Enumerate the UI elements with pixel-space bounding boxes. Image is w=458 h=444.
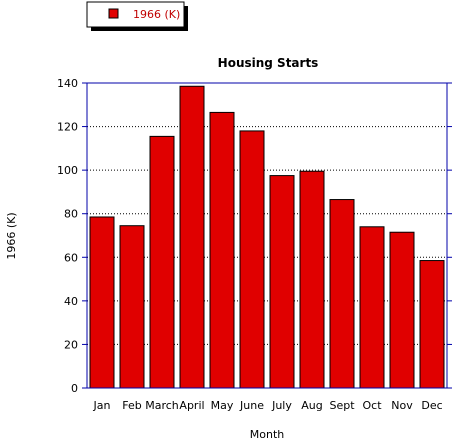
- bars: [89, 85, 445, 389]
- axes: [82, 82, 452, 389]
- bar: [209, 111, 235, 389]
- legend-box: [86, 1, 185, 28]
- x-axis-title: Month: [250, 428, 285, 441]
- x-tick-label: June: [239, 399, 264, 412]
- y-tick-label: 0: [71, 382, 78, 395]
- y-tick-label: 100: [57, 164, 78, 177]
- y-tick-label: 80: [64, 208, 78, 221]
- bar: [329, 199, 355, 389]
- x-tick-label: Jan: [93, 399, 111, 412]
- bar: [299, 170, 325, 389]
- legend: 1966 (K): [86, 1, 188, 31]
- bar: [419, 260, 445, 389]
- x-tick-label: July: [271, 399, 292, 412]
- bar: [89, 216, 115, 389]
- bar: [239, 130, 265, 389]
- x-tick-label: Sept: [329, 399, 355, 412]
- y-axis-title: 1966 (K): [5, 212, 18, 259]
- x-tick-labels: Jan Feb March April May June July Aug Sept Oct Nov…: [93, 399, 443, 412]
- legend-swatch: [108, 8, 119, 19]
- bar: [119, 225, 145, 389]
- x-tick-label: Oct: [362, 399, 382, 412]
- x-tick-label: April: [179, 399, 204, 412]
- legend-label: 1966 (K): [133, 8, 180, 21]
- x-tick-label: March: [145, 399, 179, 412]
- bar: [389, 231, 415, 389]
- chart-title: Housing Starts: [218, 56, 319, 70]
- y-tick-label: 60: [64, 251, 78, 264]
- bar: [149, 135, 175, 389]
- x-tick-label: May: [211, 399, 234, 412]
- y-tick-label: 140: [57, 77, 78, 90]
- y-tick-label: 40: [64, 295, 78, 308]
- x-tick-label: Dec: [421, 399, 442, 412]
- bar: [359, 226, 385, 389]
- x-tick-label: Nov: [391, 399, 413, 412]
- y-tick-label: 120: [57, 121, 78, 134]
- bar: [179, 85, 205, 389]
- x-tick-label: Aug: [301, 399, 322, 412]
- bar: [269, 175, 295, 389]
- x-tick-label: Feb: [122, 399, 141, 412]
- y-tick-label: 20: [64, 338, 78, 351]
- y-tick-labels: 0 20 40 60 80 100 120 140: [57, 77, 78, 395]
